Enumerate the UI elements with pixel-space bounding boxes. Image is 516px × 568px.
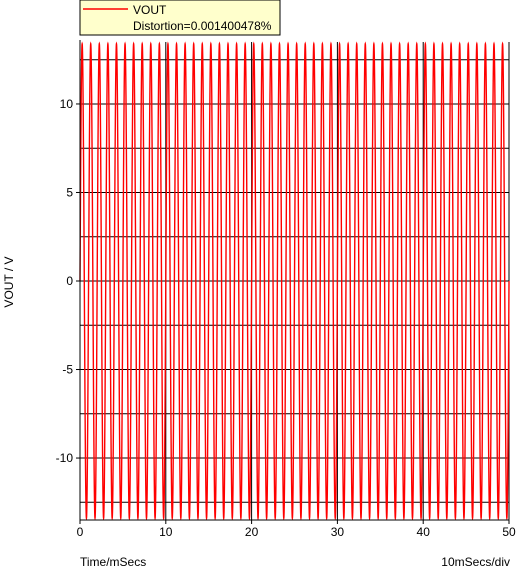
y-tick-label: -10 <box>56 451 74 465</box>
series-layer <box>79 41 510 521</box>
x-tick-label: 40 <box>417 525 431 539</box>
x-tick-label: 50 <box>502 525 516 539</box>
legend-distortion: Distortion=0.001400478% <box>133 19 272 33</box>
x-tick-label: 20 <box>245 525 259 539</box>
axes <box>79 40 509 521</box>
y-tick-label: -5 <box>62 363 73 377</box>
legend-box <box>79 0 281 36</box>
x-tick-label: 30 <box>331 525 345 539</box>
x-scale-note: 10mSecs/div <box>441 555 510 568</box>
x-axis-title: Time/mSecs <box>80 555 146 568</box>
tick-labels: 0 10 20 30 40 50 -10 -5 0 5 10 <box>56 97 516 539</box>
x-tick-label: 10 <box>159 525 173 539</box>
y-tick-label: 5 <box>66 185 73 199</box>
x-tick-label: 0 <box>77 525 84 539</box>
y-axis-title: VOUT / V <box>2 256 16 307</box>
series-line-vout <box>79 41 510 521</box>
legend-series-name: VOUT <box>133 3 167 17</box>
y-tick-label: 0 <box>66 274 73 288</box>
legend: VOUT Distortion=0.001400478% <box>79 0 281 36</box>
y-tick-label: 10 <box>60 97 74 111</box>
